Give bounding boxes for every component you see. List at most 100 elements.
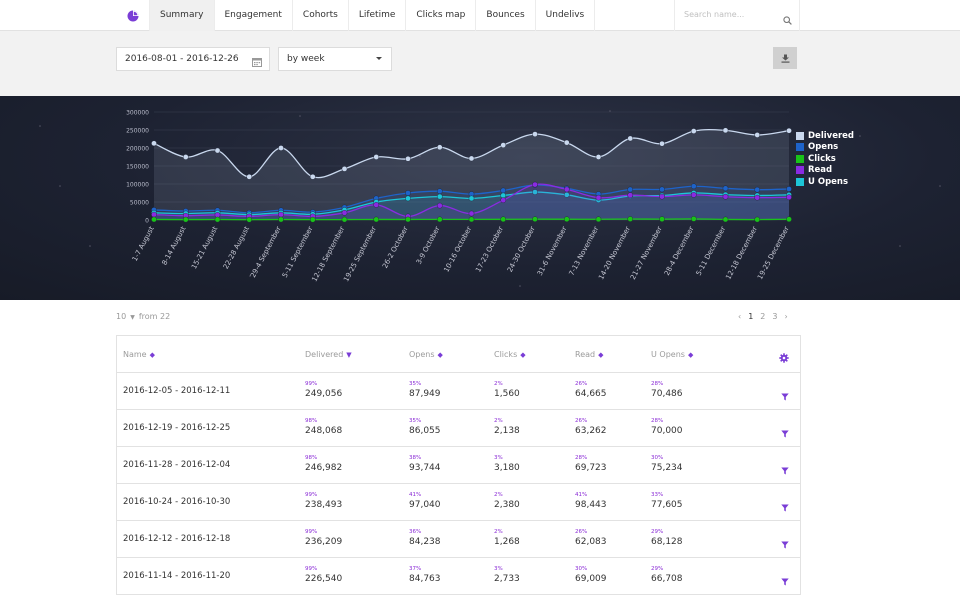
- x-tick-label: 24-30 October: [506, 225, 537, 274]
- table-row[interactable]: 2016-12-19 - 2016-12-25 98% 248,068 35% 86,0…: [117, 410, 800, 447]
- point-read: [278, 211, 284, 218]
- legend-item-opens[interactable]: Opens: [796, 142, 854, 154]
- filter-icon[interactable]: [781, 460, 789, 479]
- page-size-select[interactable]: 10 ▼ from 22: [116, 312, 170, 321]
- cell-value: 2,733: [494, 574, 520, 584]
- page-3-button[interactable]: 3: [772, 312, 778, 321]
- legend-item-delivered[interactable]: Delivered: [796, 130, 854, 142]
- cell-value: 2,138: [494, 426, 520, 436]
- page-1-button[interactable]: 1: [748, 312, 754, 321]
- chevron-down-icon: [376, 57, 382, 60]
- cell-percent: 2%: [494, 492, 503, 498]
- cell-value: 1,560: [494, 389, 520, 399]
- point-delivered: [627, 135, 634, 142]
- point-opens: [690, 183, 697, 190]
- tab-summary[interactable]: Summary: [150, 0, 215, 31]
- cell-value: 1,268: [494, 537, 520, 547]
- legend-item-clicks[interactable]: Clicks: [796, 153, 854, 165]
- column-header-name[interactable]: Name ◆: [123, 350, 155, 359]
- column-header-opens[interactable]: Opens ◆: [409, 350, 443, 359]
- legend-swatch: [796, 143, 804, 152]
- point-delivered: [563, 139, 570, 146]
- tab-clicks-map[interactable]: Clicks map: [406, 0, 477, 31]
- point-clicks: [659, 216, 665, 222]
- x-tick-label: 12-18 September: [310, 225, 346, 283]
- point-opens: [500, 187, 507, 194]
- cell-value: 84,238: [409, 537, 441, 547]
- sort-icon: ◆: [520, 351, 526, 359]
- table-header: Name ◆ Delivered ▼ Opens ◆ Clicks ◆ Read ◆ U …: [117, 336, 800, 373]
- tab-cohorts[interactable]: Cohorts: [293, 0, 349, 31]
- table-row[interactable]: 2016-10-24 - 2016-10-30 99% 238,493 41% 97,0…: [117, 484, 800, 521]
- point-clicks: [405, 216, 411, 223]
- table-row[interactable]: 2016-11-28 - 2016-12-04 98% 246,982 38% 93,7…: [117, 447, 800, 484]
- point-read: [341, 210, 348, 216]
- filter-icon[interactable]: [781, 497, 789, 516]
- cell-value: 69,009: [575, 574, 607, 584]
- tab-bounces[interactable]: Bounces: [476, 0, 536, 31]
- period-select[interactable]: by week: [278, 47, 392, 71]
- cell-percent: 2%: [494, 418, 503, 424]
- app-logo[interactable]: [116, 0, 150, 31]
- point-opens: [627, 186, 634, 193]
- point-clicks: [373, 216, 380, 223]
- filter-icon[interactable]: [781, 571, 789, 590]
- download-button[interactable]: [773, 47, 797, 69]
- filter-icon[interactable]: [781, 423, 789, 442]
- row-name: 2016-11-28 - 2016-12-04: [123, 460, 231, 470]
- point-delivered: [373, 154, 380, 160]
- column-header-clicks[interactable]: Clicks ◆: [494, 350, 526, 359]
- search-icon[interactable]: [783, 10, 792, 29]
- column-header-delivered[interactable]: Delivered ▼: [305, 350, 352, 359]
- point-clicks: [214, 216, 221, 223]
- cell-percent: 98%: [305, 418, 318, 424]
- date-range-value: 2016-08-01 - 2016-12-26: [125, 54, 239, 64]
- cell-opens: 35% 86,055: [409, 417, 441, 437]
- point-delivered: [246, 174, 253, 180]
- point-clicks: [182, 216, 189, 223]
- next-page-button[interactable]: ›: [784, 312, 788, 321]
- legend-label: Delivered: [808, 130, 854, 141]
- x-tick-label: 14-20 November: [597, 225, 632, 281]
- x-tick-label: 21-27 November: [629, 225, 664, 281]
- prev-page-button[interactable]: ‹: [738, 312, 742, 321]
- point-delivered: [151, 140, 157, 147]
- search-input[interactable]: [684, 10, 774, 19]
- tab-engagement[interactable]: Engagement: [215, 0, 293, 31]
- x-tick-label: 3-9 October: [415, 225, 442, 266]
- filter-icon[interactable]: [781, 534, 789, 553]
- cell-value: 66,708: [651, 574, 683, 584]
- gear-icon[interactable]: [779, 348, 789, 367]
- column-header-u-opens[interactable]: U Opens ◆: [651, 350, 694, 359]
- y-tick-label: 200000: [126, 146, 149, 153]
- cell-clicks: 3% 3,180: [494, 454, 520, 474]
- cell-value: 70,486: [651, 389, 683, 399]
- cell-value: 2,380: [494, 500, 520, 510]
- table-row[interactable]: 2016-11-14 - 2016-11-20 99% 226,540 37% 84,7…: [117, 558, 800, 595]
- table-row[interactable]: 2016-12-05 - 2016-12-11 99% 249,056 35% 87,9…: [117, 373, 800, 410]
- date-range-picker[interactable]: 2016-08-01 - 2016-12-26: [116, 47, 270, 71]
- cell-delivered: 99% 238,493: [305, 491, 342, 511]
- row-name: 2016-12-19 - 2016-12-25: [123, 423, 231, 433]
- row-name: 2016-12-05 - 2016-12-11: [123, 386, 231, 396]
- point-read: [532, 181, 538, 188]
- page-2-button[interactable]: 2: [760, 312, 766, 321]
- point-u-opens: [500, 192, 507, 199]
- cell-delivered: 99% 236,209: [305, 528, 342, 548]
- legend-item-u-opens[interactable]: U Opens: [796, 176, 854, 188]
- cell-read: 41% 98,443: [575, 491, 607, 511]
- sort-icon: ◆: [598, 351, 604, 359]
- cell-opens: 37% 84,763: [409, 565, 441, 585]
- cell-delivered: 99% 226,540: [305, 565, 342, 585]
- tab-lifetime[interactable]: Lifetime: [349, 0, 407, 31]
- filter-icon[interactable]: [781, 386, 789, 405]
- cell-percent: 41%: [409, 492, 422, 498]
- background-star: [299, 115, 301, 117]
- column-header-read[interactable]: Read ◆: [575, 350, 604, 359]
- legend-item-read[interactable]: Read: [796, 165, 854, 177]
- point-read: [754, 194, 761, 201]
- table-row[interactable]: 2016-12-12 - 2016-12-18 99% 236,209 36% 84,2…: [117, 521, 800, 558]
- x-tick-label: 29-4 September: [249, 225, 283, 279]
- point-read: [627, 192, 634, 198]
- tab-undelivs[interactable]: Undelivs: [536, 0, 596, 31]
